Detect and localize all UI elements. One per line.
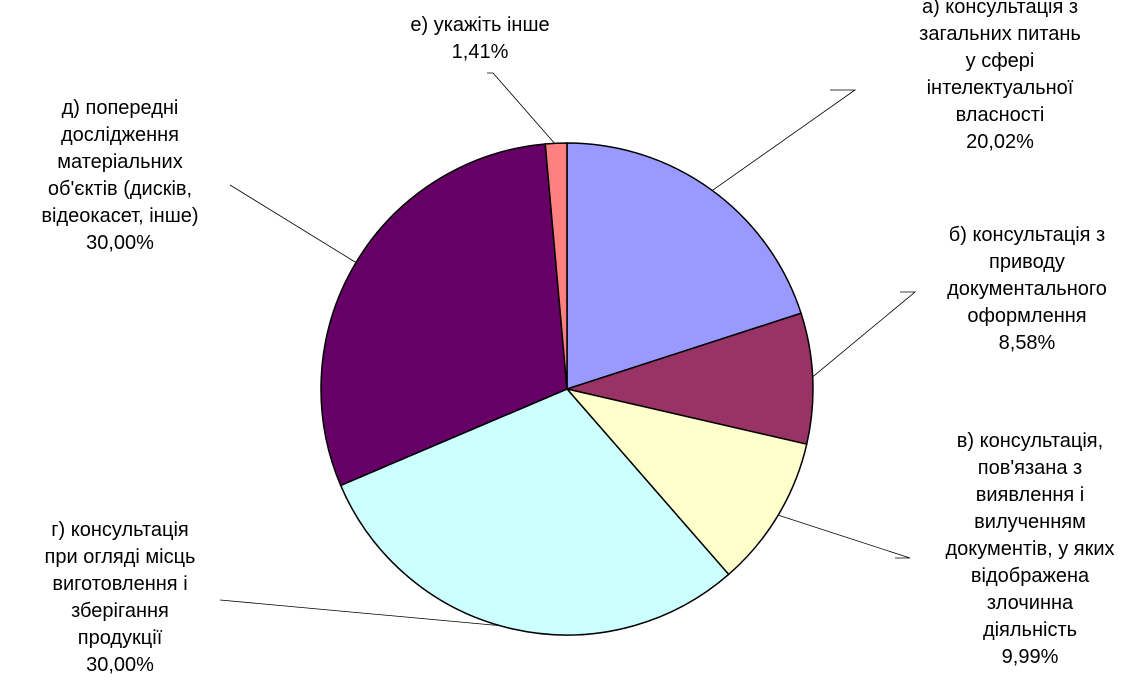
slice-value-label: 30,00%	[86, 232, 154, 254]
pie-slice	[564, 312, 814, 446]
slice-value-label: 30,00%	[86, 654, 154, 676]
slice-value-label: 9,99%	[1001, 646, 1059, 668]
slice-label-line: виявлення і	[975, 484, 1085, 506]
slice-label-line: документів, у яких	[945, 538, 1115, 560]
slice-label-line: відображена	[970, 565, 1090, 587]
slice-label-line: пов'язана з	[977, 457, 1083, 479]
slice-label-line: д) попередні	[61, 97, 179, 119]
leader-lines	[219, 72, 917, 628]
slice-label: в) консультація, пов'язана з виявлення і ви…	[945, 428, 1114, 671]
slice-label-line: об'єктів (дисків,	[47, 178, 193, 200]
slice-label-line: злочинна	[986, 592, 1074, 614]
leader-line	[487, 72, 557, 146]
slice-label-line: виготовлення і	[52, 573, 188, 595]
slice-label-line: діяльність	[982, 619, 1078, 641]
slice-label-line: загальних питань	[919, 23, 1081, 45]
slice-label-line: матеріальних	[57, 151, 183, 173]
slice-label-line: а) консультація з	[921, 0, 1079, 18]
pie-slice	[339, 388, 730, 636]
leader-line	[776, 514, 911, 559]
slice-label-line: оформлення	[967, 305, 1087, 327]
slice-label-line: інтелектуальної	[926, 77, 1074, 99]
leader-line	[219, 599, 513, 628]
pie-slice	[566, 142, 802, 391]
slice-label-line: при огляді місць	[44, 546, 196, 568]
slice-label-line: б) консультація з	[948, 224, 1106, 246]
slice-value-label: 8,58%	[998, 332, 1056, 354]
slice-label-line: г) консультація	[51, 519, 189, 541]
pie-slice	[320, 143, 568, 487]
slice-label-line: дослідження	[60, 124, 179, 146]
leader-line	[710, 89, 857, 193]
slice-label: е) укажіть інше 1,41%	[410, 12, 549, 66]
slice-label: б) консультація з приводу документального о…	[947, 222, 1107, 357]
leader-line	[229, 184, 358, 264]
slice-label-line: власності	[955, 104, 1045, 126]
pie-slice	[564, 387, 808, 576]
slice-label-line: відеокасет, інше)	[41, 205, 199, 227]
slice-label-line: приводу	[989, 251, 1065, 273]
slice-label-line: вилученням	[974, 511, 1086, 533]
slice-value-label: 1,41%	[451, 41, 509, 63]
pie-slice	[544, 142, 568, 390]
slice-label-line: зберігання	[71, 600, 169, 622]
slice-label-line: е) укажіть інше	[410, 14, 550, 36]
slice-label: а) консультація з загальних питань у сфері…	[919, 0, 1081, 156]
leader-line	[810, 291, 917, 379]
slice-label-line: продукції	[77, 627, 163, 649]
pie-slices	[320, 142, 814, 636]
slice-value-label: 20,02%	[966, 131, 1034, 153]
slice-label: д) попередні дослідження матеріальних об'єк…	[41, 95, 198, 257]
slice-label-line: в) консультація,	[956, 430, 1104, 452]
slice-label-line: у сфері	[965, 50, 1035, 72]
slice-label: г) консультація при огляді місць виготовле…	[45, 517, 196, 679]
slice-label-line: документального	[947, 278, 1107, 300]
